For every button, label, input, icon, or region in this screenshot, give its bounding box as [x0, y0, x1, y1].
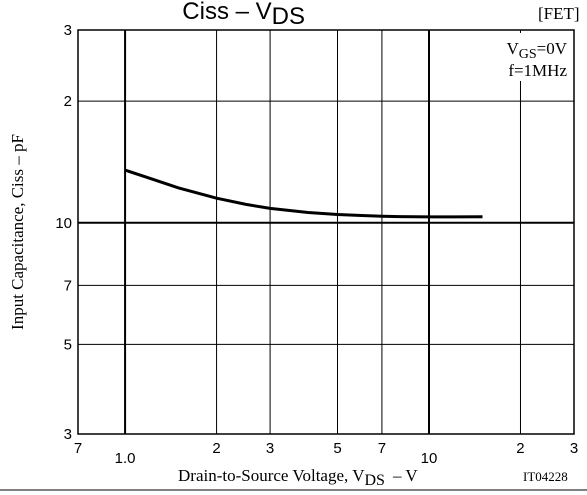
chart-title-sub: DS — [272, 3, 305, 30]
y-tick-label: 2 — [64, 93, 72, 110]
x-tick-label: 1.0 — [115, 450, 136, 467]
condition-freq: f=1MHz — [508, 61, 567, 80]
condition-vgs-main: V — [506, 39, 519, 58]
grid — [77, 29, 575, 435]
x-tick-labels: 7 1.0 2 3 5 7 10 2 3 — [74, 440, 578, 467]
x-tick-label: 7 — [378, 440, 386, 457]
condition-vgs: VGS=0V — [506, 39, 567, 62]
ciss-curve — [124, 168, 483, 219]
plot-frame — [77, 29, 575, 435]
chart-tag: [FET] — [538, 4, 580, 23]
condition-vgs-value: =0V — [537, 39, 568, 58]
y-axis-label: Input Capacitance, Ciss – pF — [8, 134, 27, 330]
condition-box — [474, 33, 571, 81]
y-tick-label: 7 — [64, 277, 72, 294]
x-axis-label-sub: DS — [365, 472, 385, 489]
y-tick-label: 3 — [64, 22, 72, 39]
y-tick-label: 3 — [64, 426, 72, 443]
x-tick-label: 3 — [266, 440, 274, 457]
x-tick-label: 5 — [333, 440, 341, 457]
y-tick-labels: 3 5 7 10 2 3 — [55, 22, 72, 443]
x-tick-label: 7 — [74, 440, 82, 457]
chart-title: Ciss – VDS — [182, 0, 305, 30]
y-tick-label: 5 — [64, 336, 72, 353]
x-tick-label: 2 — [212, 440, 220, 457]
x-axis-label: Drain-to-Source Voltage, VDS – V — [178, 466, 418, 489]
chart-title-main: Ciss – V — [182, 0, 271, 25]
figure-code: IT04228 — [523, 469, 568, 484]
y-tick-label: 10 — [55, 215, 72, 232]
x-axis-label-unit: – V — [392, 466, 418, 485]
x-tick-label: 2 — [516, 440, 524, 457]
condition-vgs-sub: GS — [519, 47, 537, 62]
x-tick-label: 10 — [421, 450, 438, 467]
x-axis-label-main: Drain-to-Source Voltage, V — [178, 466, 365, 485]
x-tick-label: 3 — [570, 440, 578, 457]
